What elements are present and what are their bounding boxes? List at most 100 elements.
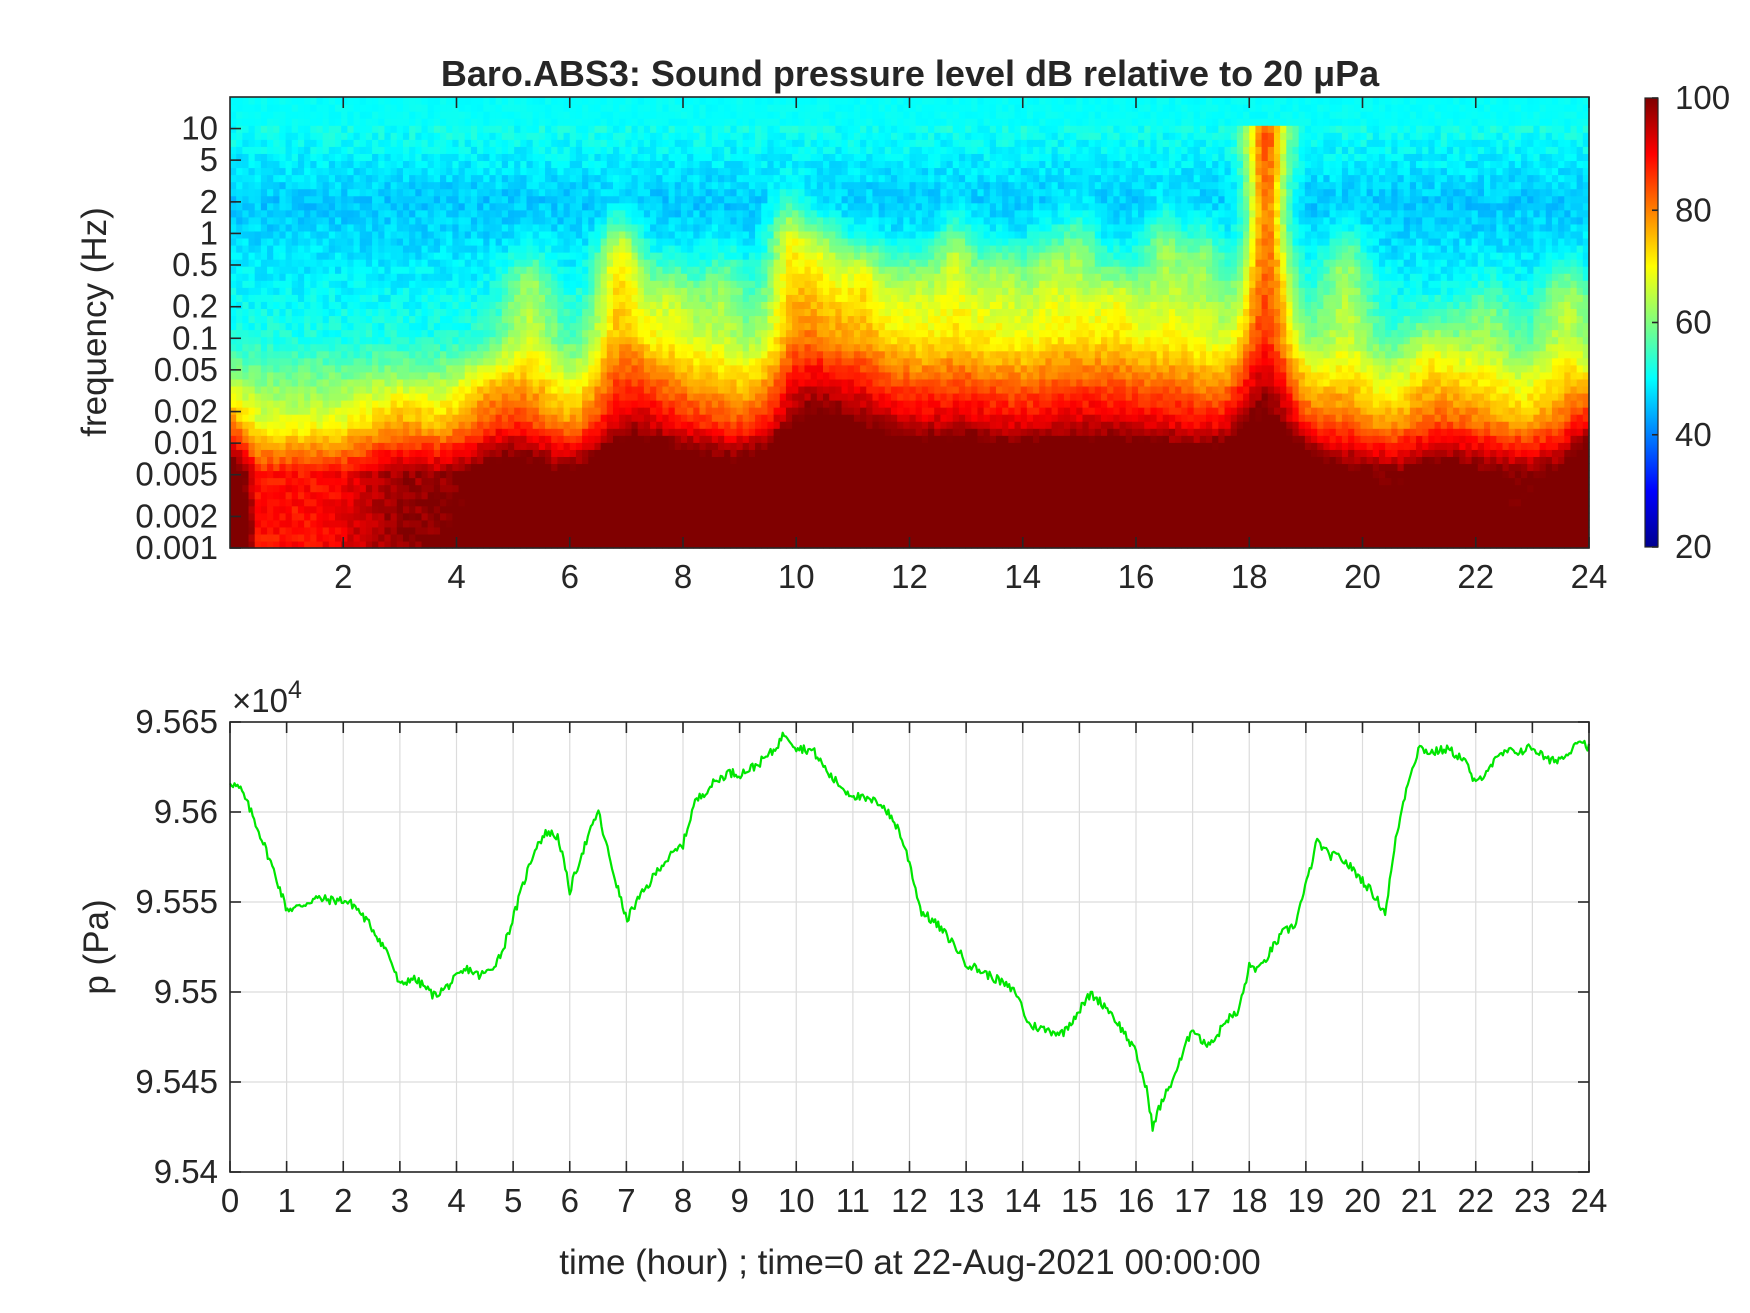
spectrogram-cell bbox=[378, 322, 386, 331]
spectrogram-cell bbox=[365, 428, 373, 436]
spectrogram-cell bbox=[514, 463, 521, 472]
spectrogram-cell bbox=[489, 449, 497, 457]
spectrogram-cell bbox=[625, 132, 633, 140]
spectrogram-cell bbox=[489, 350, 497, 359]
spectrogram-cell bbox=[402, 223, 410, 232]
spectrogram-cell bbox=[359, 315, 367, 324]
spectrogram-cell bbox=[433, 484, 441, 493]
spectrogram-cell bbox=[551, 287, 558, 295]
spectrogram-cell bbox=[291, 350, 299, 359]
spectrogram-cell bbox=[514, 519, 521, 528]
spectrogram-cell bbox=[353, 301, 361, 310]
spectrogram-cell bbox=[310, 315, 318, 324]
spectrogram-cell bbox=[514, 259, 521, 267]
spectrogram-cell bbox=[699, 315, 707, 324]
spectrogram-cell bbox=[563, 146, 571, 154]
spectrogram-cell bbox=[440, 315, 447, 324]
spectrogram-cell bbox=[267, 125, 274, 133]
spectrogram-cell bbox=[372, 125, 379, 133]
spectrogram-cell bbox=[662, 400, 670, 408]
spectrogram-cell bbox=[267, 357, 274, 366]
spectrogram-cell bbox=[273, 202, 281, 211]
spectrogram-cell bbox=[378, 301, 386, 310]
spectrogram-cell bbox=[335, 244, 342, 253]
spectrogram-cell bbox=[588, 195, 596, 204]
spectrogram-cell bbox=[316, 491, 324, 500]
spectrogram-cell bbox=[495, 442, 503, 450]
spectrogram-cell bbox=[551, 174, 558, 183]
spectrogram-cell bbox=[470, 491, 478, 500]
spectrogram-cell bbox=[304, 470, 311, 479]
spectrogram-cell bbox=[260, 202, 268, 211]
spectrogram-cell bbox=[619, 428, 626, 436]
spectrogram-cell bbox=[532, 195, 540, 204]
spectrogram-cell bbox=[563, 371, 571, 380]
spectrogram-cell bbox=[254, 202, 262, 211]
spectrogram-cell bbox=[656, 456, 664, 465]
spectrogram-cell bbox=[563, 273, 571, 281]
spectrogram-cell bbox=[279, 428, 287, 436]
spectrogram-cell bbox=[378, 505, 386, 514]
spectrogram-cell bbox=[359, 526, 367, 535]
spectrogram-cell bbox=[421, 125, 429, 133]
spectrogram-cell bbox=[674, 491, 682, 500]
spectrogram-cell bbox=[470, 301, 478, 310]
spectrogram-cell bbox=[631, 230, 639, 239]
spectrogram-cell bbox=[687, 357, 694, 366]
spectrogram-cell bbox=[477, 540, 484, 549]
spectrogram-cell bbox=[297, 428, 305, 436]
spectrogram-cell bbox=[643, 216, 651, 225]
spectrogram-cell bbox=[674, 498, 682, 507]
spectrogram-cell bbox=[464, 421, 472, 429]
spectrogram-cell bbox=[365, 153, 373, 162]
spectrogram-cell bbox=[267, 266, 274, 274]
spectrogram-cell bbox=[390, 252, 398, 260]
spectrogram-cell bbox=[569, 414, 577, 422]
spectrogram-cell bbox=[575, 118, 583, 126]
spectrogram-cell bbox=[507, 540, 515, 549]
spectrogram-cell bbox=[254, 498, 262, 507]
spectrogram-cell bbox=[507, 301, 515, 310]
spectrogram-cell bbox=[551, 301, 558, 310]
spectrogram-cell bbox=[267, 407, 274, 415]
spectrogram-cell bbox=[248, 371, 256, 380]
spectrogram-cell bbox=[563, 378, 571, 387]
spectrogram-cell bbox=[452, 350, 460, 359]
spectrogram-cell bbox=[384, 364, 392, 373]
spectrogram-cell bbox=[390, 350, 398, 359]
spectrogram-cell bbox=[353, 209, 361, 218]
spectrogram-cell bbox=[365, 329, 373, 338]
spectrogram-cell bbox=[297, 336, 305, 345]
spectrogram-cell bbox=[569, 237, 577, 246]
spectrogram-cell bbox=[365, 139, 373, 147]
spectrogram-cell bbox=[402, 315, 410, 324]
spectrogram-cell bbox=[687, 97, 694, 105]
spectrogram-cell bbox=[637, 146, 645, 154]
spectrogram-cell bbox=[440, 407, 447, 415]
spectrogram-cell bbox=[538, 160, 546, 169]
spectrogram-cell bbox=[446, 449, 453, 457]
spectrogram-cell bbox=[353, 237, 361, 246]
spectrogram-cell bbox=[520, 540, 528, 549]
spectrogram-cell bbox=[582, 364, 589, 373]
spectrogram-cell bbox=[575, 357, 583, 366]
spectrogram-cell bbox=[310, 329, 318, 338]
spectrogram-cell bbox=[680, 470, 688, 479]
spectrogram-cell bbox=[656, 505, 664, 514]
spectrogram-cell bbox=[625, 336, 633, 345]
spectrogram-cell bbox=[687, 400, 694, 408]
spectrogram-cell bbox=[656, 463, 664, 472]
spectrogram-cell bbox=[687, 132, 694, 140]
spectrogram-cell bbox=[297, 533, 305, 542]
spectrogram-cell bbox=[291, 111, 299, 119]
spectrogram-cell bbox=[464, 343, 472, 352]
spectrogram-cell bbox=[341, 449, 348, 457]
spectrogram-cell bbox=[353, 153, 361, 162]
spectrogram-cell bbox=[495, 280, 503, 288]
spectrogram-cell bbox=[458, 533, 466, 542]
spectrogram-cell bbox=[464, 385, 472, 394]
spectrogram-cell bbox=[390, 97, 398, 105]
spectrogram-cell bbox=[538, 435, 546, 443]
spectrogram-cell bbox=[359, 484, 367, 493]
spectrogram-cell bbox=[532, 308, 540, 317]
